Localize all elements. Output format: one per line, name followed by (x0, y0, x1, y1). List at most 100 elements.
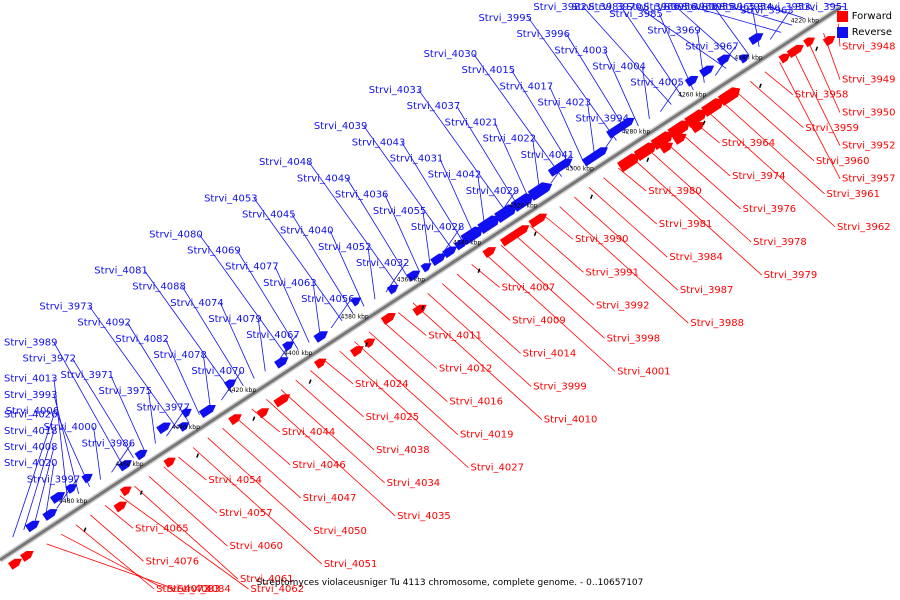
gene-label: Strvi_3997 (27, 474, 81, 485)
chromosome-backbone (0, 5, 842, 563)
label-leader (705, 109, 836, 228)
gene-label: Strvi_4074 (170, 298, 224, 309)
forward-gene (701, 98, 724, 117)
label-leader (89, 306, 178, 430)
tick-mark (646, 157, 650, 163)
tick-label: 4300 kbp (566, 165, 594, 172)
label-leader (418, 89, 508, 213)
label-leader (236, 418, 291, 466)
label-leader (511, 69, 573, 170)
label-leader (422, 210, 431, 264)
label-leader (604, 50, 639, 127)
gene-label: Strvi_4029 (466, 186, 520, 197)
gene-label: Strvi_3950 (842, 108, 896, 119)
label-leader (456, 106, 519, 206)
label-leader (676, 129, 731, 177)
reverse-swatch (836, 26, 848, 38)
gene-label: Strvi_4028 (411, 222, 465, 233)
forward-gene (528, 213, 548, 228)
forward-gene (273, 394, 291, 408)
gene-label: Strvi_3990 (575, 234, 629, 245)
gene-label: Strvi_4027 (470, 463, 524, 474)
gene-label: Strvi_4041 (521, 150, 575, 161)
gene-label: Strvi_3993 (4, 390, 58, 401)
gene-label: Strvi_3995 (478, 13, 532, 24)
label-leader (588, 187, 668, 258)
forward-gene (163, 457, 176, 468)
label-leader (165, 338, 200, 415)
label-leader (219, 302, 255, 379)
label-leader (808, 42, 841, 113)
gene-label: Strvi_3981 (659, 219, 713, 230)
gene-label: Strvi_3985 (609, 9, 663, 20)
forward-gene (256, 408, 270, 419)
forward-gene (786, 44, 804, 59)
label-leader (163, 466, 218, 514)
tick-mark (758, 83, 762, 89)
gene-label: Strvi_4040 (280, 226, 334, 237)
reverse-gene (117, 460, 132, 472)
forward-gene (380, 313, 396, 325)
label-leader (330, 298, 352, 329)
gene-label: Strvi_4025 (366, 412, 420, 423)
label-leader (198, 234, 288, 358)
label-leader (632, 158, 762, 276)
gene-label: Strvi_4051 (324, 559, 378, 570)
forward-gene (499, 225, 530, 247)
label-leader (257, 318, 266, 372)
gene-label: Strvi_4039 (314, 121, 368, 132)
label-leader (528, 17, 617, 141)
label-leader (779, 61, 841, 179)
label-leader (236, 250, 299, 350)
reverse-gene (224, 379, 237, 390)
gene-label: Strvi_4012 (439, 364, 493, 375)
gene-label: Strvi_4021 (445, 117, 499, 128)
label-leader (266, 399, 396, 517)
label-leader (735, 90, 815, 162)
label-leader (530, 225, 584, 273)
gene-label: Strvi_4078 (153, 350, 207, 361)
label-leader (477, 174, 486, 228)
gene-label: Strvi_4031 (390, 154, 444, 165)
gene-label: Strvi_3951 (795, 2, 849, 13)
gene-label: Strvi_3970 (588, 2, 642, 13)
label-leader (324, 360, 354, 385)
label-leader (583, 6, 672, 105)
label-leader (53, 342, 123, 466)
reverse-gene (134, 449, 148, 461)
gene-label: Strvi_4077 (225, 262, 279, 273)
tick-mark (139, 490, 143, 495)
tick-mark (364, 342, 368, 347)
gene-label: Strvi_4026 (4, 410, 58, 421)
gene-label: Strvi_3957 (842, 174, 896, 185)
gene-label: Strvi_3959 (805, 123, 859, 134)
gene-features (8, 33, 836, 570)
gene-label: Strvi_4004 (592, 61, 646, 72)
label-leader (46, 543, 176, 590)
reverse-gene (460, 226, 483, 246)
label-leader (618, 167, 647, 192)
gene-label: Strvi_4048 (259, 157, 313, 168)
label-leader (660, 82, 681, 112)
label-leader (93, 427, 101, 480)
reverse-label: Reverse (851, 26, 892, 38)
gene-label: Strvi_3952 (842, 141, 896, 152)
tick-label: 4420 kbp (228, 387, 256, 394)
label-leader (202, 354, 211, 408)
gene-label: Strvi_4009 (512, 315, 566, 326)
label-leader (310, 370, 364, 418)
reverse-gene (198, 404, 216, 419)
label-leader (72, 358, 134, 459)
label-leader (620, 6, 683, 98)
label-leader (354, 341, 459, 435)
label-leader (90, 514, 144, 562)
tick-label: 4480 kbp (59, 498, 87, 505)
gene-label: Strvi_3973 (39, 301, 93, 312)
label-leader (383, 321, 438, 369)
reverse-gene (527, 182, 551, 201)
gene-label: Strvi_4043 (352, 137, 406, 148)
gene-label: Strvi_3988 (690, 318, 744, 329)
genome-title: Streptomyces violaceusniger Tu 4113 chro… (256, 578, 644, 588)
label-leader (134, 485, 239, 580)
